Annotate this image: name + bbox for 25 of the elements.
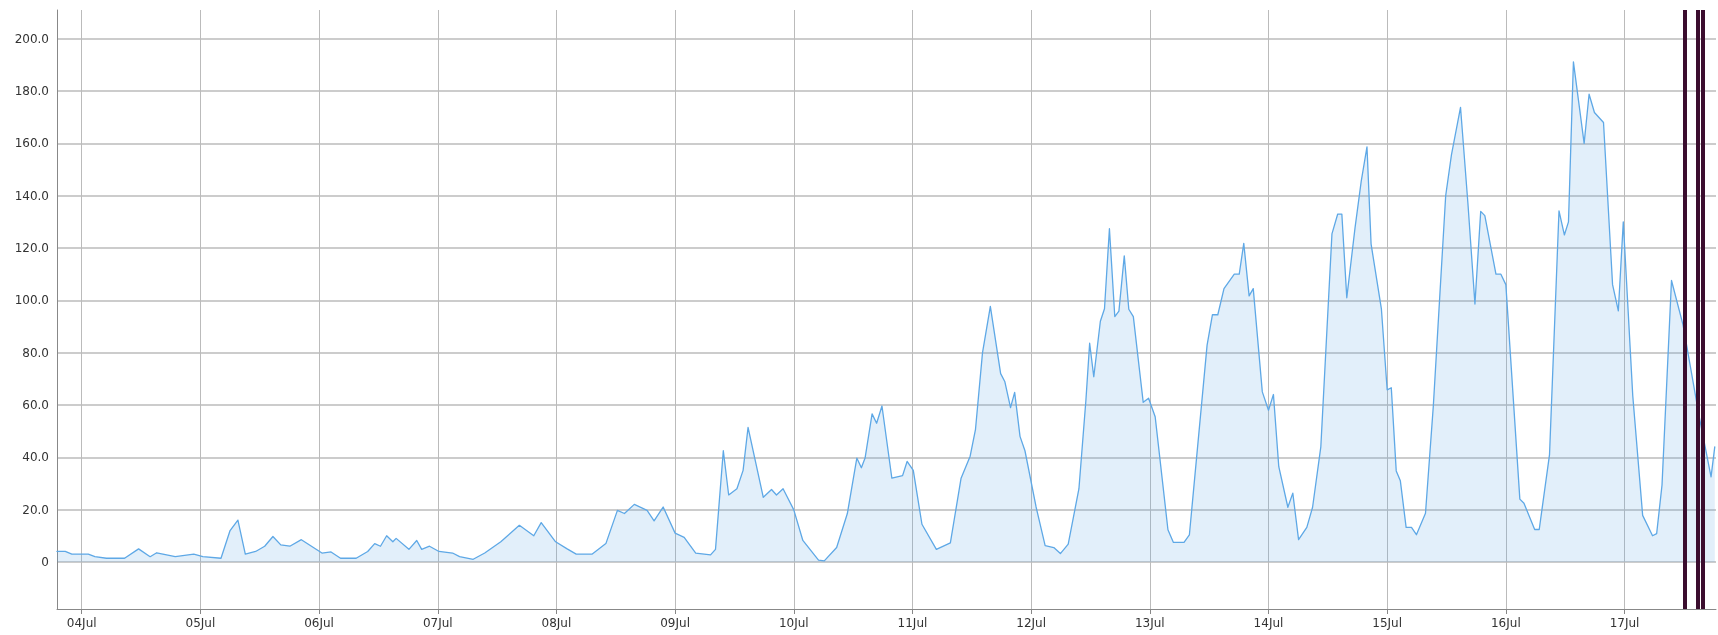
x-tick-label: 05Jul [185,616,216,630]
x-tick-label: 10Jul [778,616,809,630]
y-tick-label: 200.0 [14,31,49,46]
y-tick-label: 180.0 [14,84,49,99]
x-tick-label: 06Jul [304,616,334,630]
y-tick-label: 120.0 [14,241,49,256]
x-tick-label: 13Jul [1134,616,1165,630]
y-tick-label: 140.0 [14,188,49,203]
x-tick-label: 17Jul [1609,616,1640,630]
x-tick-label: 16Jul [1490,616,1521,630]
y-tick-label: 60.0 [22,397,49,412]
y-tick-label: 160.0 [14,136,49,151]
x-tick-label: 11Jul [897,616,928,630]
y-tick-label: 0 [41,554,49,569]
y-tick-label: 80.0 [22,345,49,360]
x-tick-label: 15Jul [1372,616,1403,630]
y-tick-label: 20.0 [22,502,49,517]
x-tick-label: 04Jul [66,616,97,630]
y-tick-label: 40.0 [22,450,49,465]
x-tick-label: 07Jul [422,616,453,630]
y-tick-label: 100.0 [14,293,49,308]
x-tick-label: 14Jul [1253,616,1284,630]
x-tick-label: 08Jul [541,616,572,630]
x-tick-label: 12Jul [1016,616,1047,630]
x-tick-label: 09Jul [660,616,690,630]
